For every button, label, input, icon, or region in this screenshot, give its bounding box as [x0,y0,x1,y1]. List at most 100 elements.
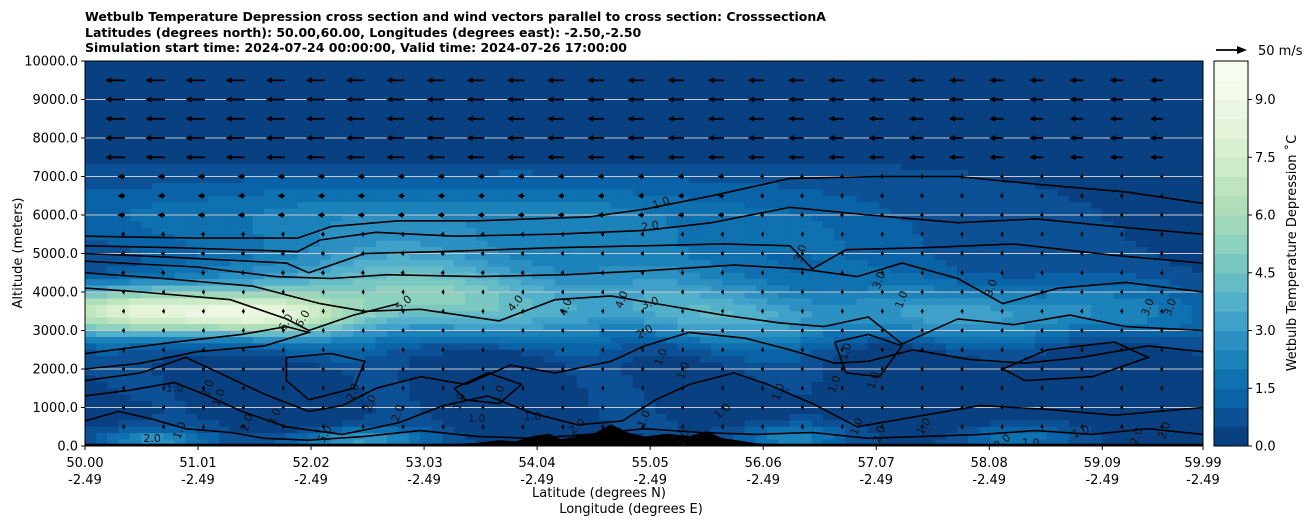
field-cell [330,189,343,197]
field-cell [207,112,220,120]
field-cell [129,439,142,446]
field-cell [778,163,790,171]
field-cell [230,93,243,101]
field-cell [610,112,623,120]
field-cell [822,292,835,300]
field-cell [532,182,544,190]
field-cell [778,227,790,235]
field-cell [957,266,969,274]
field-cell [878,343,891,351]
field-cell [476,311,489,319]
field-cell [375,227,388,235]
field-cell [330,381,343,389]
field-cell [319,99,332,107]
field-cell [453,356,466,364]
field-cell [487,182,500,190]
field-cell [129,118,142,126]
field-cell [923,144,936,152]
field-cell [230,105,243,113]
field-cell [140,259,153,267]
field-cell [498,163,511,171]
field-cell [554,99,567,107]
field-cell [677,349,690,357]
field-cell [800,407,813,415]
field-cell [532,93,544,101]
field-cell [85,253,97,261]
field-cell [442,413,455,421]
field-cell [744,144,757,152]
field-cell [867,394,880,402]
field-cell [834,407,846,415]
field-cell [677,118,690,126]
field-cell [297,150,310,158]
field-cell [196,67,209,75]
field-cell [632,426,645,434]
field-cell [699,317,712,325]
field-cell [901,343,913,351]
field-cell [822,381,835,389]
field-cell [744,272,757,280]
field-cell [867,298,880,306]
field-cell [867,112,880,120]
field-cell [1012,138,1025,146]
field-cell [364,195,377,203]
field-cell [711,369,723,377]
field-cell [889,99,902,107]
field-cell [599,131,612,139]
field-cell [632,420,645,428]
field-cell [152,176,164,184]
field-cell [554,426,567,434]
field-cell [856,259,869,267]
field-cell [621,317,634,325]
field-cell [688,304,701,312]
field-cell [308,221,321,229]
field-cell [722,336,735,344]
field-cell [912,336,925,344]
field-cell [957,221,969,229]
field-cell [420,189,433,197]
field-cell [677,189,690,197]
field-cell [196,375,209,383]
field-cell [990,163,1003,171]
field-cell [968,99,980,107]
field-cell [711,67,723,75]
field-cell [453,105,466,113]
field-cell [912,253,925,261]
field-cell [778,356,790,364]
field-cell [185,285,198,293]
field-cell [856,131,869,139]
field-cell [744,118,757,126]
field-cell [565,234,578,242]
field-cell [230,388,243,396]
field-cell [398,80,410,88]
field-cell [163,125,176,133]
field-cell [509,157,522,165]
field-cell [107,285,120,293]
field-cell [308,362,321,370]
field-cell [431,150,444,158]
field-cell [688,279,701,287]
field-cell [152,131,164,139]
field-cell [308,73,321,81]
field-cell [711,138,723,146]
field-cell [845,182,858,190]
field-cell [85,202,97,210]
field-cell [487,253,500,261]
field-cell [834,420,846,428]
field-cell [565,221,578,229]
field-cell [297,67,310,75]
field-cell [140,426,153,434]
field-cell [521,426,533,434]
field-cell [375,157,388,165]
field-cell [252,125,265,133]
field-cell [297,202,310,210]
field-cell [778,157,790,165]
field-cell [375,131,388,139]
field-cell [912,369,925,377]
field-cell [375,330,388,338]
field-cell [878,394,891,402]
field-cell [386,413,399,421]
field-cell [822,234,835,242]
field-cell [789,112,802,120]
field-cell [923,138,936,146]
